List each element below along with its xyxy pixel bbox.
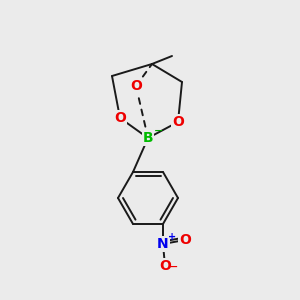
Text: O: O <box>172 115 184 129</box>
Text: O: O <box>179 233 191 247</box>
Text: −: − <box>154 126 164 136</box>
Text: O: O <box>130 79 142 93</box>
Text: −: − <box>169 262 179 272</box>
Text: N: N <box>157 237 169 251</box>
Text: +: + <box>168 232 176 242</box>
Text: O: O <box>114 111 126 125</box>
Text: B: B <box>143 131 153 145</box>
Text: O: O <box>159 259 171 273</box>
